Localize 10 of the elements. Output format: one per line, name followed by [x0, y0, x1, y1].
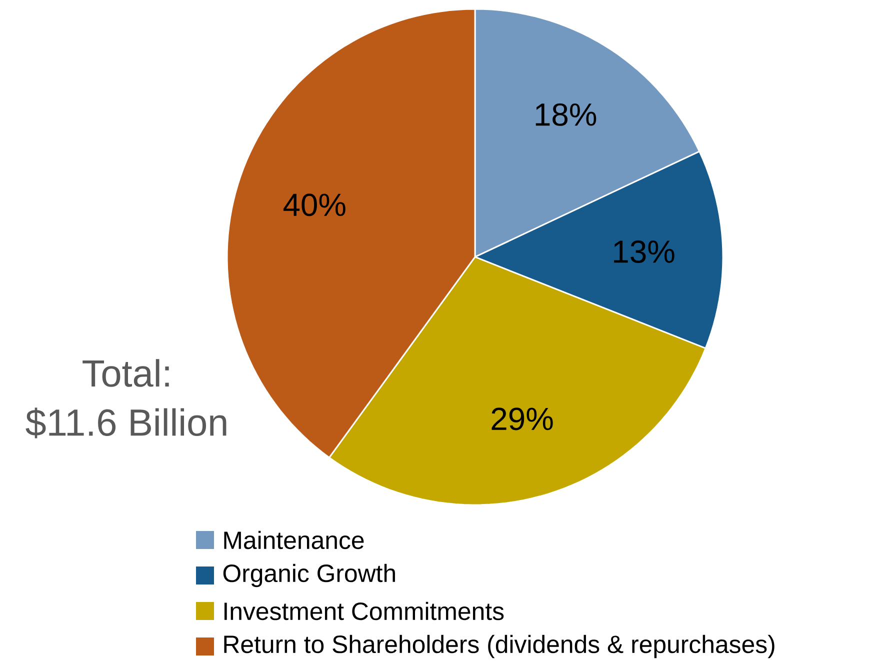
- text: $11.6 Billion: [26, 408, 226, 438]
- legend-label: Return to Shareholders (dividends & repurchases): [224, 634, 774, 658]
- legend-label: Investment Commitments: [224, 602, 504, 620]
- data-label: 18%: [536, 103, 596, 126]
- data-label: 29%: [492, 408, 553, 430]
- data-label: 13%: [614, 240, 674, 263]
- legend-label: Organic Growth: [223, 564, 395, 588]
- legend-label: Maintenance: [224, 530, 364, 550]
- text: Total:: [82, 359, 169, 387]
- data-label: 40%: [283, 194, 346, 216]
